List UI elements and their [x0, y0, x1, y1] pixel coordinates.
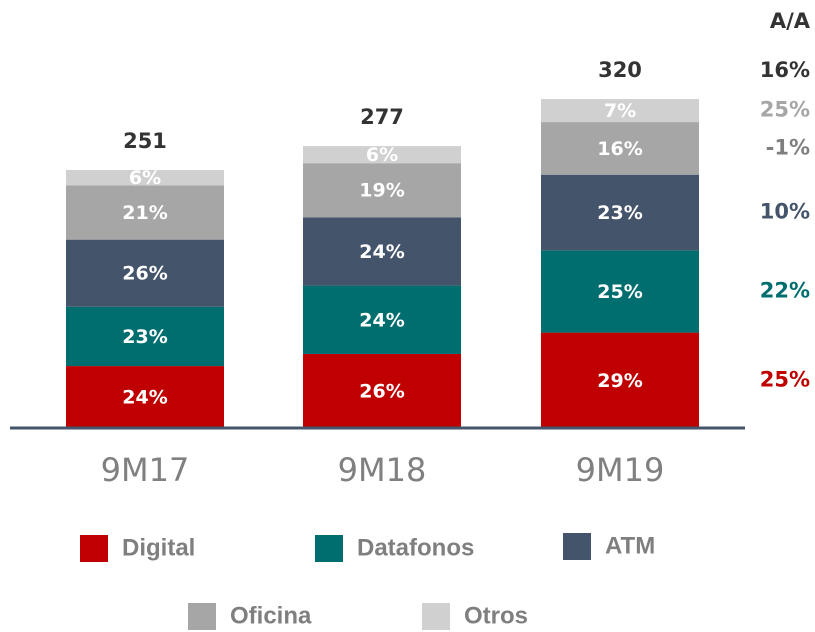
- segment-label: 24%: [359, 241, 404, 263]
- bar-segment: [66, 239, 224, 307]
- bar-segment: [541, 122, 699, 175]
- segment-label: 16%: [597, 138, 642, 160]
- segment-label: 26%: [122, 263, 167, 285]
- segment-label: 29%: [597, 370, 642, 392]
- total-label: 320: [598, 58, 642, 82]
- series-growth: -1%: [766, 135, 810, 159]
- legend-swatch: [422, 603, 450, 630]
- legend-label: Datafonos: [357, 534, 474, 561]
- bar-segment: [541, 99, 699, 123]
- legend-swatch: [563, 533, 591, 560]
- series-growth: 22%: [760, 278, 810, 302]
- segment-label: 24%: [122, 387, 167, 409]
- segment-label: 23%: [122, 326, 167, 348]
- bar-segment: [541, 250, 699, 333]
- legend-label: Otros: [464, 602, 528, 629]
- bar-segment: [541, 174, 699, 251]
- bar-segment: [66, 366, 224, 428]
- legend-label: ATM: [605, 532, 655, 559]
- bar-segment: [66, 185, 224, 240]
- series-growth: 25%: [760, 98, 810, 122]
- series-growth: 10%: [760, 200, 810, 224]
- segment-label: 21%: [122, 202, 167, 224]
- total-label: 277: [360, 105, 404, 129]
- total-growth: 16%: [760, 58, 810, 82]
- segment-label: 7%: [604, 100, 636, 122]
- segment-label: 6%: [129, 167, 161, 189]
- bar-segment: [66, 169, 224, 186]
- legend-label: Digital: [122, 534, 195, 561]
- legend-swatch: [315, 535, 343, 562]
- growth-header: A/A: [770, 9, 811, 33]
- bar-segment: [66, 306, 224, 367]
- series-growth: 25%: [760, 367, 810, 391]
- legend-swatch: [188, 603, 216, 630]
- segment-label: 24%: [359, 309, 404, 331]
- segment-label: 6%: [366, 144, 398, 166]
- segment-label: 26%: [359, 380, 404, 402]
- bar-segment: [303, 146, 461, 164]
- segment-label: 23%: [597, 202, 642, 224]
- total-label: 251: [123, 129, 167, 153]
- segment-label: 19%: [359, 180, 404, 202]
- x-tick-label: 9M19: [576, 451, 665, 489]
- legend-swatch: [80, 535, 108, 562]
- x-tick-label: 9M17: [101, 451, 190, 489]
- bar-segment: [303, 163, 461, 218]
- segment-label: 25%: [597, 281, 642, 303]
- bar-segment: [303, 353, 461, 428]
- bar-segment: [541, 332, 699, 428]
- bar-segment: [303, 285, 461, 354]
- bar-segment: [303, 217, 461, 286]
- legend-label: Oficina: [230, 602, 312, 629]
- x-tick-label: 9M18: [338, 451, 427, 489]
